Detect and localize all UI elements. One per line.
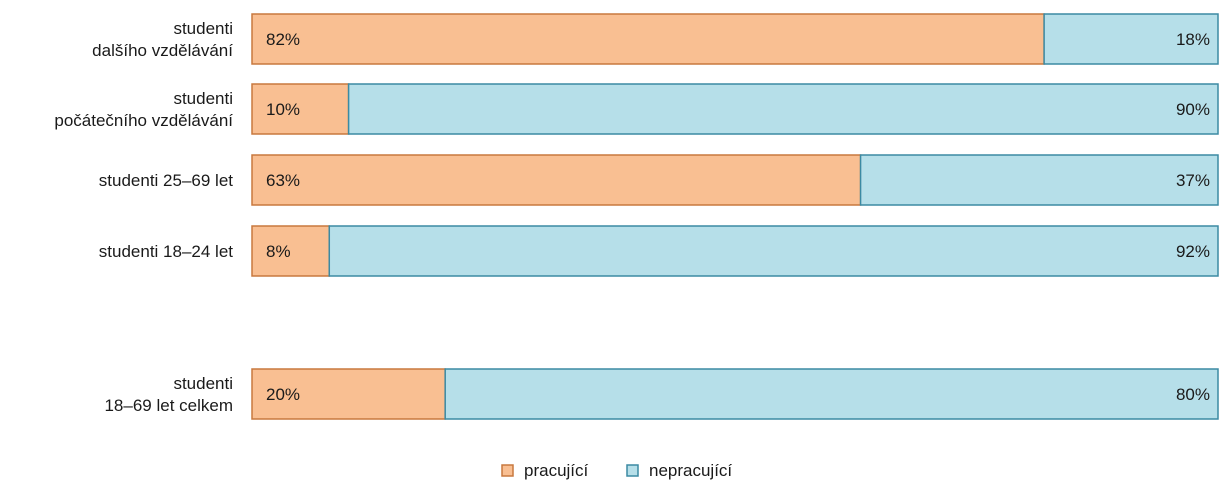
category-label-line: 18–69 let celkem [104, 396, 233, 415]
category-label: studenti 25–69 let [99, 171, 233, 190]
category-labels: studenti dalšího vzdělávání studenti počáte… [54, 19, 233, 415]
data-label-pracujici: 20% [266, 385, 300, 404]
category-label-line: dalšího vzdělávání [92, 41, 233, 60]
legend-label: nepracující [649, 461, 732, 480]
legend-label: pracující [524, 461, 589, 480]
bar-segment-pracujici [251, 83, 350, 135]
bar-segment-pracujici [251, 368, 446, 420]
legend-item-nepracujici: nepracující [626, 461, 732, 480]
legend-swatch [626, 464, 639, 477]
category-label-line: studenti 18–24 let [99, 242, 233, 261]
category-label-line: studenti [173, 19, 233, 38]
bar-segment-pracujici [251, 225, 331, 277]
bar-segment-nepracujici [328, 225, 1219, 277]
legend-item-pracujici: pracující [501, 461, 589, 480]
category-label-line: studenti 25–69 let [99, 171, 233, 190]
category-label-line: počátečního vzdělávání [54, 111, 233, 130]
legend-swatch [501, 464, 514, 477]
category-label: studenti 18–24 let [99, 242, 233, 261]
chart-legend: pracující nepracující [501, 461, 732, 480]
category-label: studenti počátečního vzdělávání [54, 89, 233, 130]
data-label-nepracujici: 92% [1176, 242, 1210, 261]
category-label-line: studenti [173, 89, 233, 108]
data-label-nepracujici: 90% [1176, 100, 1210, 119]
category-label: studenti 18–69 let celkem [104, 374, 233, 415]
bar-segment-pracujici [251, 154, 862, 206]
bar-segment-nepracujici [859, 154, 1219, 206]
bar-segment-nepracujici [444, 368, 1219, 420]
data-label-pracujici: 10% [266, 100, 300, 119]
data-label-nepracujici: 80% [1176, 385, 1210, 404]
chart-bars: 82% 18% 10% 90% 63% 37% 8% 92% 20% 80% [251, 13, 1219, 420]
data-label-pracujici: 82% [266, 30, 300, 49]
data-label-pracujici: 63% [266, 171, 300, 190]
data-label-nepracujici: 18% [1176, 30, 1210, 49]
category-label-line: studenti [173, 374, 233, 393]
bar-segment-nepracujici [1043, 13, 1219, 65]
bar-segment-nepracujici [347, 83, 1219, 135]
data-label-pracujici: 8% [266, 242, 291, 261]
category-label: studenti dalšího vzdělávání [92, 19, 233, 60]
data-label-nepracujici: 37% [1176, 171, 1210, 190]
bar-segment-pracujici [251, 13, 1045, 65]
